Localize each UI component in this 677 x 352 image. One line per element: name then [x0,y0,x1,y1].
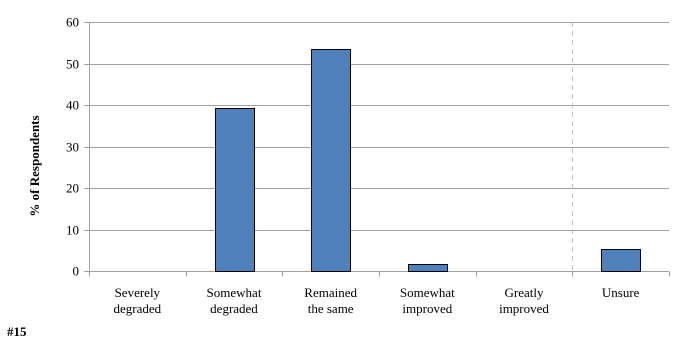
y-tick-label-0: 0 [73,264,80,279]
x-category-label-1: Somewhat degraded [207,285,262,316]
x-category-label-4: Greatly improved [499,285,549,316]
y-tick-labels: 0 10 20 30 40 50 60 [66,15,79,279]
y-axis-label: % of Respondents [27,115,42,216]
x-category-labels: Severely degraded Somewhat degraded Remained… [114,285,640,316]
x-category-label-2: Remained the same [304,285,357,316]
bar-5 [601,249,641,272]
bar-3 [408,264,448,272]
bars [215,49,641,272]
y-tick-label-20: 20 [66,181,79,196]
axes [84,22,670,277]
bar-1 [215,108,255,272]
x-category-label-3: Somewhat improved [400,285,455,316]
gridlines [89,22,669,231]
y-tick-label-60: 60 [66,15,79,30]
y-tick-label-50: 50 [66,57,79,72]
y-tick-label-30: 30 [66,140,79,155]
y-tick-label-10: 10 [66,223,79,238]
x-category-label-5: Unsure [602,285,640,300]
bar-2 [311,49,351,272]
x-category-label-0: Severely degraded [114,285,162,316]
figure-number: #15 [7,324,27,339]
y-tick-label-40: 40 [66,98,79,113]
